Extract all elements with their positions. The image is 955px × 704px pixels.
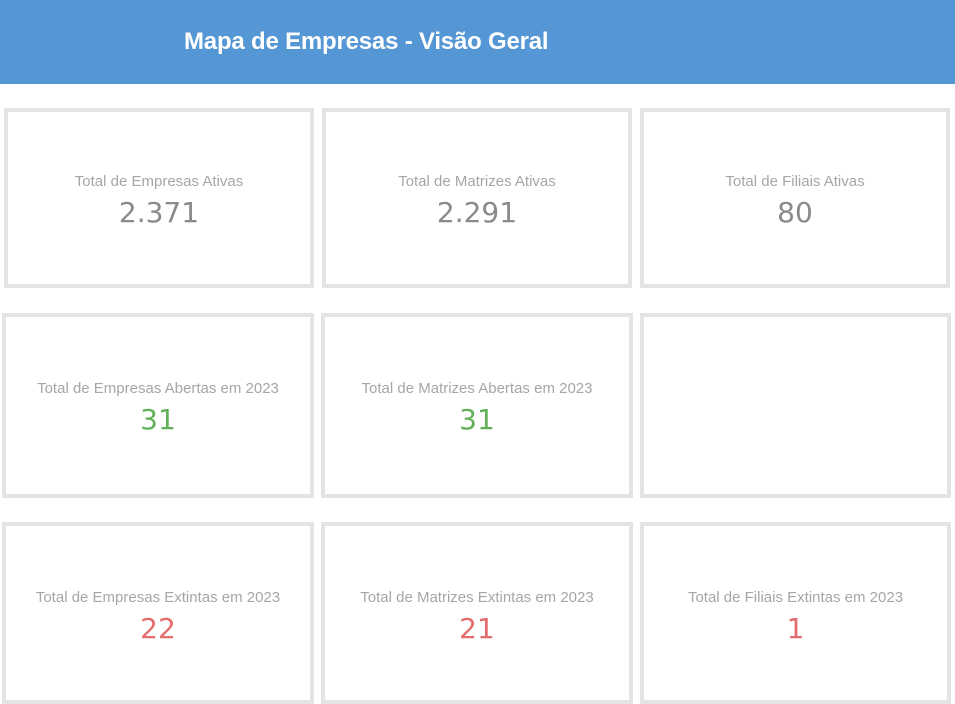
- card-value: 80: [777, 196, 813, 229]
- card-label: Total de Filiais Extintas em 2023: [687, 589, 904, 606]
- card-empresas-abertas[interactable]: Total de Empresas Abertas em 2023 31: [2, 313, 314, 498]
- card-label: Total de Matrizes Extintas em 2023: [360, 589, 594, 606]
- card-value: 2.291: [436, 196, 518, 229]
- card-filiais-extintas[interactable]: Total de Filiais Extintas em 2023 1: [640, 522, 951, 704]
- card-value: 21: [459, 612, 495, 645]
- card-label: Total de Empresas Extintas em 2023: [35, 589, 281, 606]
- card-matrizes-extintas[interactable]: Total de Matrizes Extintas em 2023 21: [321, 522, 633, 704]
- card-label: Total de Matrizes Ativas: [398, 173, 556, 190]
- card-filiais-ativas[interactable]: Total de Filiais Ativas 80: [640, 108, 950, 288]
- card-value: 31: [140, 403, 176, 436]
- card-label: Total de Empresas Ativas: [74, 173, 244, 190]
- page-title: Mapa de Empresas - Visão Geral: [184, 28, 549, 55]
- card-label: Total de Empresas Abertas em 2023: [37, 380, 279, 397]
- card-value: 1: [786, 612, 805, 645]
- card-value: 31: [459, 403, 495, 436]
- card-empresas-ativas[interactable]: Total de Empresas Ativas 2.371: [4, 108, 314, 288]
- card-empresas-extintas[interactable]: Total de Empresas Extintas em 2023 22: [2, 522, 314, 704]
- card-value: 2.371: [118, 196, 200, 229]
- card-empty: [640, 313, 951, 498]
- card-value: 22: [140, 612, 176, 645]
- card-label: Total de Filiais Ativas: [725, 173, 865, 190]
- card-matrizes-ativas[interactable]: Total de Matrizes Ativas 2.291: [322, 108, 632, 288]
- header-bar: Mapa de Empresas - Visão Geral: [0, 0, 955, 84]
- card-matrizes-abertas[interactable]: Total de Matrizes Abertas em 2023 31: [321, 313, 633, 498]
- card-label: Total de Matrizes Abertas em 2023: [361, 380, 593, 397]
